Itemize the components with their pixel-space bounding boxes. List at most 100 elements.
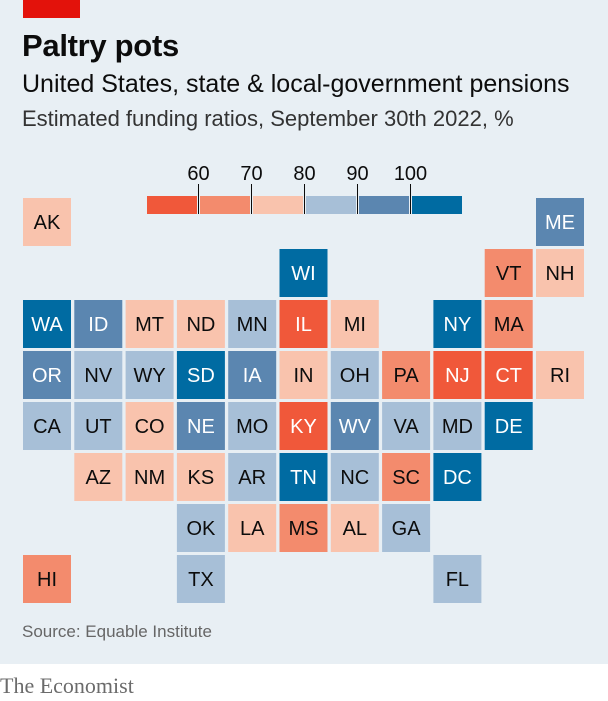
state-label: OH — [340, 365, 370, 387]
state-tile-rect — [74, 453, 123, 501]
state-tile-rect — [176, 351, 225, 399]
state-tiles: AK ME WI VT NH WA ID MT ND MN IL MI NY MA OR NV WY SD IA IN… — [23, 198, 584, 603]
chart-title: Paltry pots — [22, 28, 179, 63]
state-label: ID — [88, 314, 108, 336]
state-label: NM — [134, 467, 165, 489]
state-tile-ut: UT — [74, 402, 123, 450]
state-label: VT — [496, 263, 522, 285]
state-tile-wi: WI — [279, 249, 328, 297]
state-label: RI — [550, 365, 570, 387]
state-tile-rect — [228, 300, 277, 348]
state-tile-nv: NV — [74, 351, 123, 399]
state-tile-il: IL — [279, 300, 328, 348]
state-tile-ia: IA — [228, 351, 277, 399]
legend-swatch — [306, 196, 356, 214]
state-tile-rect — [484, 402, 533, 450]
state-label: MA — [494, 314, 525, 336]
state-tile-mn: MN — [228, 300, 277, 348]
state-tile-rect — [382, 453, 431, 501]
state-tile-rect — [536, 198, 584, 246]
state-tile-ny: NY — [433, 300, 482, 348]
state-tile-rect — [484, 351, 533, 399]
state-label: MI — [344, 314, 366, 336]
state-tile-ct: CT — [484, 351, 533, 399]
state-tile-rect — [279, 351, 328, 399]
state-label: WI — [291, 263, 315, 285]
state-tile-rect — [433, 453, 482, 501]
state-label: KY — [290, 416, 317, 438]
state-label: IL — [295, 314, 312, 336]
state-label: MO — [236, 416, 268, 438]
brand-accent-bar — [23, 0, 80, 18]
state-label: OK — [186, 518, 216, 540]
state-tile-me: ME — [536, 198, 584, 246]
state-tile-rect — [279, 504, 328, 552]
state-tile-az: AZ — [74, 453, 123, 501]
state-tile-rect — [228, 504, 277, 552]
legend: 60 70 80 90 100 — [147, 163, 462, 214]
state-tile-rect — [23, 402, 71, 450]
state-tile-rect — [125, 402, 174, 450]
state-tile-rect — [382, 351, 431, 399]
state-label: NH — [546, 263, 575, 285]
state-tile-va: VA — [382, 402, 431, 450]
state-tile-md: MD — [433, 402, 482, 450]
state-label: TX — [188, 569, 214, 591]
state-tile-rect — [330, 453, 379, 501]
state-label: ME — [545, 212, 575, 234]
state-label: WA — [31, 314, 63, 336]
legend-swatch — [253, 196, 303, 214]
state-tile-rect — [74, 402, 123, 450]
state-tile-rect — [330, 504, 379, 552]
state-tile-wv: WV — [330, 402, 379, 450]
state-tile-rect — [125, 351, 174, 399]
state-tile-ne: NE — [176, 402, 225, 450]
state-tile-rect — [176, 555, 225, 603]
state-tile-co: CO — [125, 402, 174, 450]
state-tile-rect — [279, 249, 328, 297]
state-label: MT — [135, 314, 164, 336]
state-tile-mo: MO — [228, 402, 277, 450]
legend-tick-label: 60 — [187, 163, 209, 185]
state-tile-rect — [536, 249, 584, 297]
state-tile-ky: KY — [279, 402, 328, 450]
state-tile-wy: WY — [125, 351, 174, 399]
state-tile-ma: MA — [484, 300, 533, 348]
state-tile-rect — [382, 504, 431, 552]
state-tile-rect — [433, 351, 482, 399]
legend-swatch — [412, 196, 462, 214]
state-tile-rect — [125, 300, 174, 348]
state-label: GA — [392, 518, 422, 540]
state-label: NY — [444, 314, 472, 336]
state-label: PA — [393, 365, 419, 387]
state-label: IN — [294, 365, 314, 387]
state-tile-nj: NJ — [433, 351, 482, 399]
state-label: NE — [187, 416, 215, 438]
state-tile-rect — [23, 300, 71, 348]
state-label: AR — [238, 467, 266, 489]
state-tile-al: AL — [330, 504, 379, 552]
state-tile-rect — [23, 555, 71, 603]
state-tile-rect — [433, 300, 482, 348]
legend-swatch — [200, 196, 250, 214]
state-label: VA — [393, 416, 419, 438]
state-tile-tx: TX — [176, 555, 225, 603]
state-tile-in: IN — [279, 351, 328, 399]
chart-panel: Paltry pots United States, state & local… — [0, 0, 608, 664]
state-label: AZ — [86, 467, 112, 489]
state-tile-nc: NC — [330, 453, 379, 501]
legend-swatch — [147, 196, 197, 214]
state-tile-ks: KS — [176, 453, 225, 501]
state-tile-de: DE — [484, 402, 533, 450]
legend-tick-label: 100 — [394, 163, 427, 185]
state-tile-rect — [433, 402, 482, 450]
chart-description: Estimated funding ratios, September 30th… — [22, 106, 514, 131]
state-tile-rect — [23, 351, 71, 399]
state-tile-oh: OH — [330, 351, 379, 399]
state-tile-dc: DC — [433, 453, 482, 501]
state-tile-rect — [330, 402, 379, 450]
state-tile-rect — [536, 351, 584, 399]
state-tile-mi: MI — [330, 300, 379, 348]
state-tile-rect — [176, 402, 225, 450]
state-tile-rect — [279, 300, 328, 348]
